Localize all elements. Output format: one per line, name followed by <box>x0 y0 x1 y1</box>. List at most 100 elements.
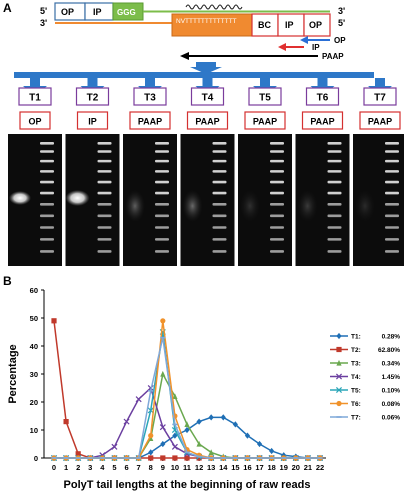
gel-images <box>8 134 404 266</box>
series-t7-point <box>293 457 299 459</box>
legend-pct-t4: 1.45% <box>382 374 401 381</box>
x-axis-title: PolyT tail lengths at the beginning of r… <box>64 479 311 491</box>
top-ggg-label: GGG <box>117 8 136 17</box>
x-tick-label: 17 <box>255 463 263 472</box>
tube-box-3 <box>133 87 167 106</box>
series-t1-point <box>184 426 190 434</box>
series-t1-point <box>196 418 202 425</box>
tube-label-6: T6 <box>317 93 329 104</box>
legend-marker-t6 <box>336 400 342 407</box>
series-t7-point <box>160 336 166 339</box>
series-t6-point <box>148 433 154 439</box>
series-t3-point <box>196 440 202 447</box>
bottom-prime-left: 3' <box>40 18 47 28</box>
series-t3-line <box>54 371 320 459</box>
gel-lane-2 <box>65 134 120 266</box>
x-tick-label: 20 <box>292 463 300 472</box>
x-tick-label: 3 <box>88 463 92 472</box>
ip-primer-arrowhead <box>278 43 286 51</box>
series-t7-point <box>99 457 105 459</box>
series-t7 <box>51 336 323 459</box>
series-t6-line <box>54 320 320 459</box>
gel-lane-7 <box>353 134 404 266</box>
panel-b-letter: B <box>3 274 12 288</box>
series-t7-point <box>172 423 178 426</box>
x-tick-label: 2 <box>76 463 80 472</box>
series-t3-point <box>208 449 214 455</box>
y-tick-label: 60 <box>30 286 38 295</box>
center-down-arrow <box>190 62 222 74</box>
series-t4-point <box>111 443 118 450</box>
legend-marker-t2 <box>336 346 342 353</box>
series-t4-point <box>171 443 178 450</box>
tube-arrow-3 <box>138 78 162 96</box>
primer-label-6: PAAP <box>310 117 334 127</box>
y-tick-label: 40 <box>30 342 38 351</box>
series-t2-line <box>53 320 320 459</box>
legend-label-t7: T7: <box>351 415 361 422</box>
series-t7-point <box>63 457 69 459</box>
series-t7-point <box>256 457 263 459</box>
series-t2 <box>51 318 323 461</box>
series-t6-point <box>160 318 166 324</box>
series-t7-point <box>208 457 214 459</box>
bottom-op-label: OP <box>309 20 322 30</box>
primer-box-5 <box>244 111 286 130</box>
bottom-op-box <box>303 13 331 37</box>
ip-primer-label: IP <box>312 43 320 52</box>
x-tick-label: 14 <box>219 463 228 472</box>
y-axis-title: Percentage <box>7 344 19 403</box>
primer-label-1: OP <box>28 117 41 127</box>
legend-marker-t1 <box>336 332 342 340</box>
gel-lane-4 <box>180 134 235 266</box>
tube-label-4: T4 <box>202 93 214 104</box>
series-t1-point <box>160 440 166 448</box>
bottom-ip-label: IP <box>285 20 294 30</box>
legend-label-t3: T3: <box>351 361 361 368</box>
series-t7-point <box>184 451 190 454</box>
tube-labels: T1 OP T2 IP T3 PAAP T4 PAAP T5 PAAP T6 PAAP T7 PAAP <box>18 87 401 130</box>
legend-pct-t3: 0.34% <box>382 361 401 368</box>
series-t6 <box>51 318 323 461</box>
tube-arrow-2 <box>80 78 105 96</box>
series-t1-point <box>148 449 154 456</box>
series-t5-line <box>54 331 320 459</box>
x-tick-label: 12 <box>195 463 203 472</box>
x-tick-label: 10 <box>171 463 179 472</box>
gel-lane-5 <box>238 134 292 266</box>
top-prime-right: 3' <box>338 6 345 16</box>
x-tick-label: 0 <box>52 463 56 472</box>
series-t1-point <box>256 440 263 448</box>
tube-label-2: T2 <box>87 93 99 104</box>
bottom-strand: 3' NVTTTTTTTTTTTTT BC IP OP 5' <box>40 13 345 37</box>
legend-item-t2: T2: 62.80% <box>330 346 400 354</box>
series-t7-point <box>196 455 202 458</box>
series-t7-point <box>123 457 130 459</box>
series-t7-line <box>54 337 320 459</box>
series-t7-point <box>148 390 154 392</box>
legend-label-t5: T5: <box>351 388 361 395</box>
gel-lane-3 <box>123 134 177 266</box>
series-t7-point <box>305 457 311 459</box>
legend-item-t5: T5: 0.10% <box>330 386 400 395</box>
legend-item-t3: T3: 0.34% <box>330 359 401 368</box>
series-t7-point <box>111 457 118 459</box>
distribution-arrows <box>14 62 392 96</box>
x-tick-label: 13 <box>207 463 215 472</box>
primer-box-2 <box>76 111 109 130</box>
tube-box-4 <box>190 87 225 106</box>
series-t1-point <box>232 421 238 428</box>
series-t1-point <box>220 414 226 421</box>
tube-label-1: T1 <box>29 93 41 104</box>
x-tick-label: 5 <box>112 463 116 472</box>
legend-item-t6: T6: 0.08% <box>330 400 400 408</box>
primer-label-5: PAAP <box>253 117 277 127</box>
legend-label-t1: T1: <box>351 334 361 341</box>
x-tick-label: 9 <box>161 463 165 472</box>
series-t7-point <box>87 457 93 459</box>
series-t7-point <box>220 457 226 459</box>
legend-pct-t1: 0.28% <box>382 334 401 341</box>
tube-box-1 <box>18 87 52 106</box>
panel-a-letter: A <box>3 1 12 15</box>
